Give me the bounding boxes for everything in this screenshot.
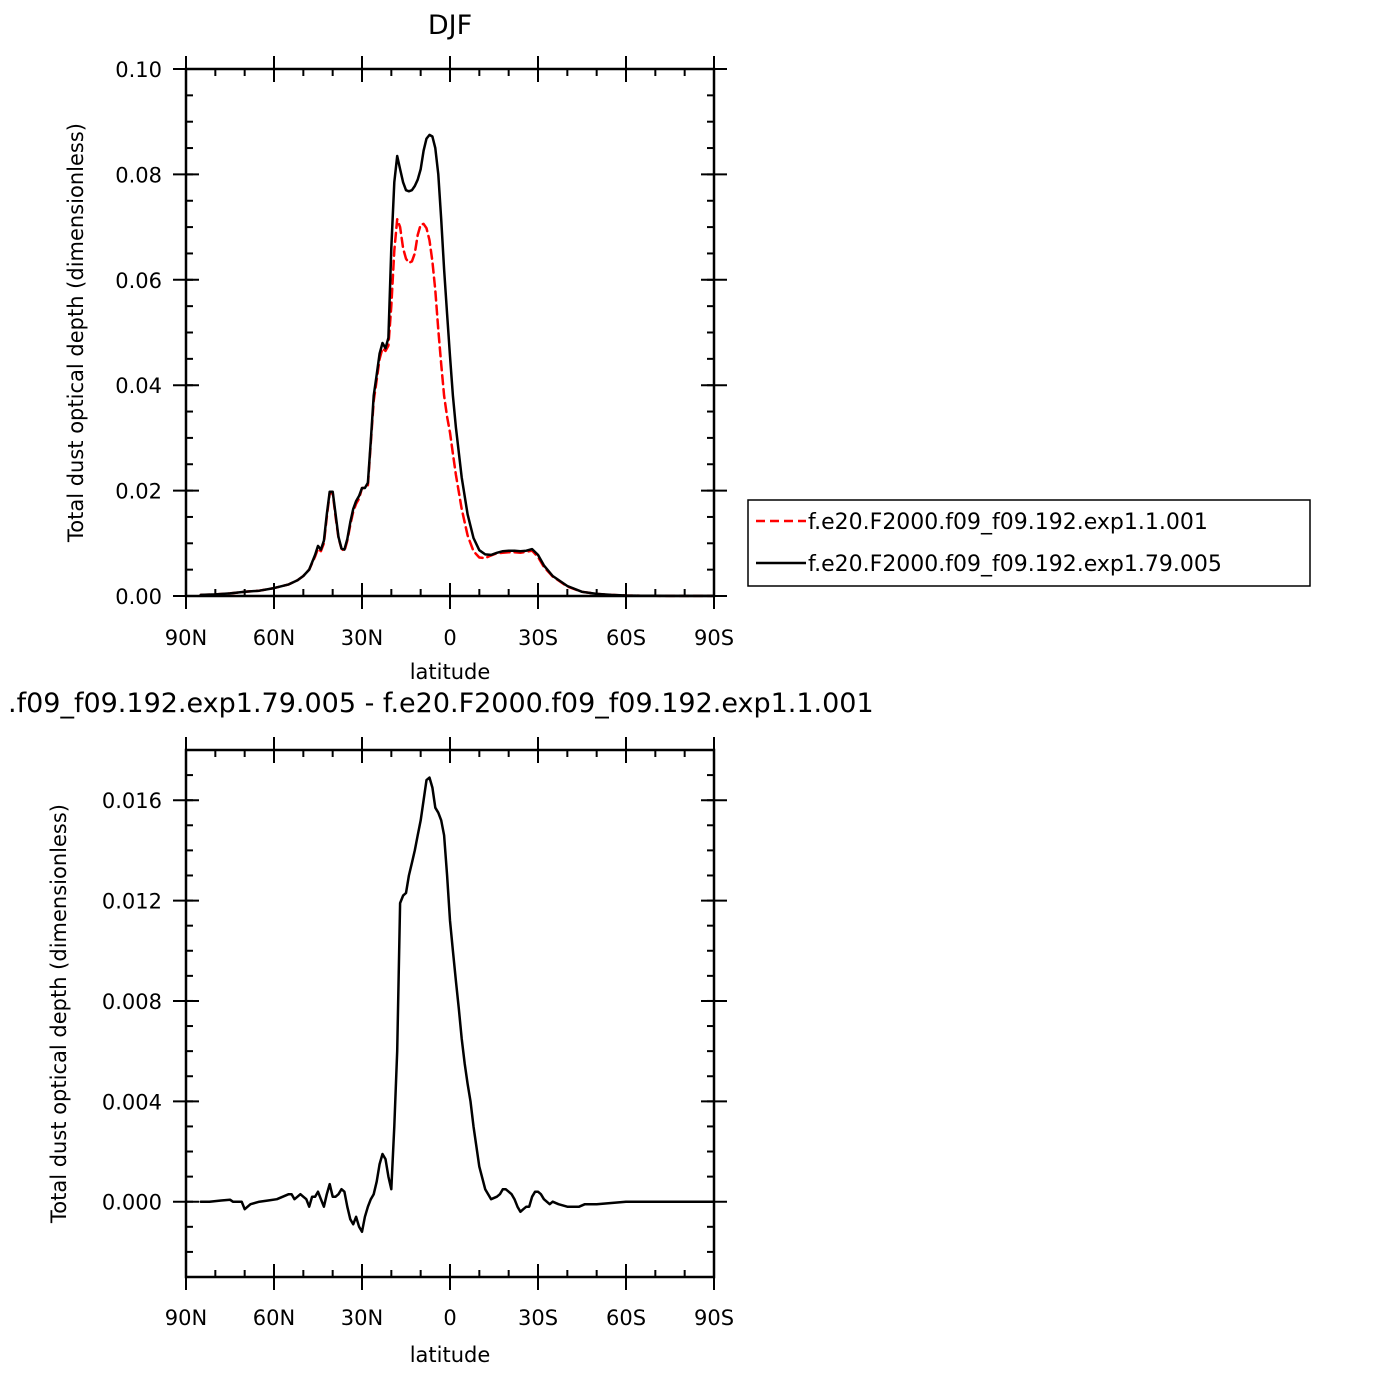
x-tick-label: 30S	[518, 1306, 558, 1330]
y-tick-label: 0.016	[102, 789, 162, 813]
x-tick-label: 60S	[606, 1306, 646, 1330]
y-tick-label: 0.00	[115, 585, 162, 609]
chart-title: DJF	[428, 10, 472, 41]
y-tick-label: 0.004	[102, 1090, 162, 1114]
top-panel: DJF 90N 60N 30N 0 30S 60S 90S 0.00 0.02 0.04 0.06 0.…	[64, 10, 734, 684]
plot-frame	[184, 67, 716, 598]
x-tick-label: 90N	[165, 1306, 207, 1330]
legend-label-1: f.e20.F2000.f09_f09.192.exp1.79.005	[808, 552, 1222, 577]
series-line-0	[199, 776, 716, 1234]
plot-frame	[184, 748, 716, 1279]
x-tick-label: 30N	[341, 626, 383, 650]
series-line-1	[199, 133, 716, 598]
y-tick-label: 0.06	[115, 269, 162, 293]
legend-label-0: f.e20.F2000.f09_f09.192.exp1.1.001	[808, 510, 1208, 535]
y-tick-label: 0.04	[115, 374, 162, 398]
y-axis-label: Total dust optical depth (dimensionless)	[47, 804, 71, 1224]
y-tick-label: 0.000	[102, 1191, 162, 1215]
y-tick-label: 0.02	[115, 480, 162, 504]
y-tick-label: 0.08	[115, 163, 162, 187]
x-axis-label: latitude	[410, 660, 491, 684]
legend: f.e20.F2000.f09_f09.192.exp1.1.001 f.e20.…	[747, 499, 1311, 587]
x-tick-label: 90S	[694, 626, 734, 650]
x-tick-label: 30S	[518, 626, 558, 650]
legend-box	[747, 499, 1311, 587]
x-tick-label: 90S	[694, 1306, 734, 1330]
y-tick-label: 0.008	[102, 990, 162, 1014]
chart-title: .f09_f09.192.exp1.79.005 - f.e20.F2000.f…	[8, 688, 874, 719]
x-tick-label: 60S	[606, 626, 646, 650]
x-tick-label: 60N	[253, 1306, 295, 1330]
y-tick-label: 0.10	[115, 58, 162, 82]
x-tick-label: 60N	[253, 626, 295, 650]
x-tick-label: 0	[443, 626, 456, 650]
series-line-0	[199, 217, 716, 598]
y-tick-label: 0.012	[102, 890, 162, 914]
x-tick-label: 30N	[341, 1306, 383, 1330]
y-axis-label: Total dust optical depth (dimensionless)	[64, 123, 88, 543]
x-tick-label: 0	[443, 1306, 456, 1330]
x-axis-label: latitude	[410, 1343, 491, 1367]
bottom-panel: .f09_f09.192.exp1.79.005 - f.e20.F2000.f…	[8, 688, 874, 1367]
x-tick-label: 90N	[165, 626, 207, 650]
